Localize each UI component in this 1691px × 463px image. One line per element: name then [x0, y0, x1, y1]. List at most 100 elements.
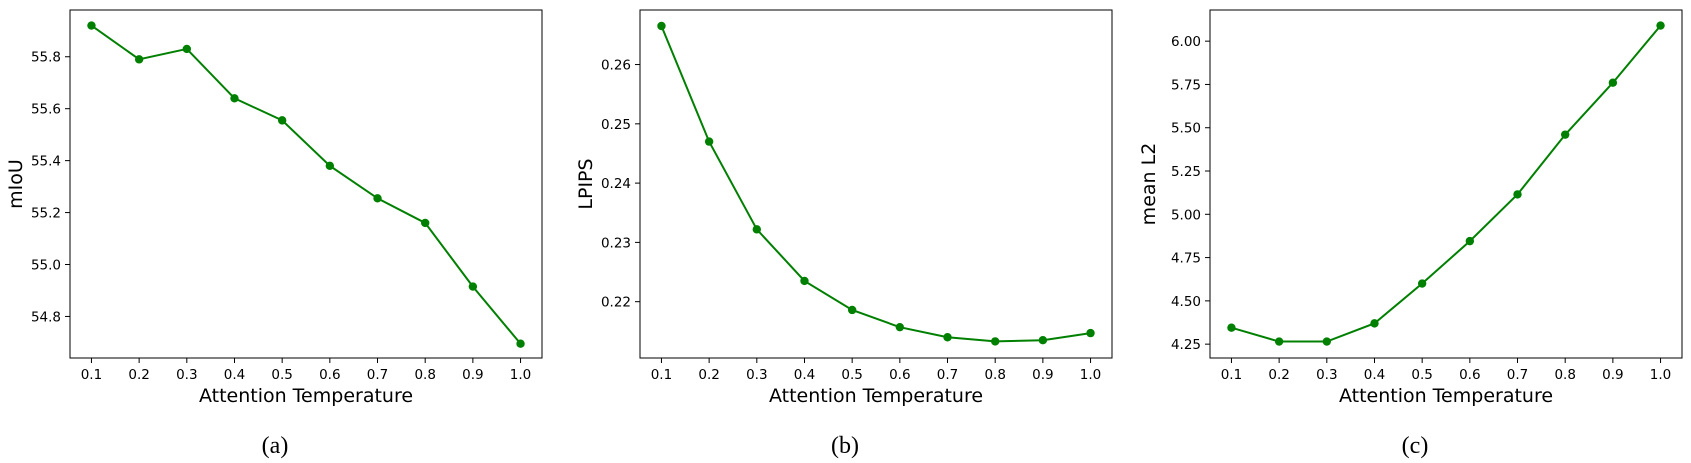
x-tick-label: 0.5	[841, 367, 862, 383]
x-tick-label: 0.5	[1411, 367, 1432, 383]
x-tick-label: 0.7	[1507, 367, 1528, 383]
x-tick-label: 0.8	[984, 367, 1005, 383]
panel-c-marks: 0.1 0.2 0.3 0.4 0.5 0.6 0.7 0.8 0.9 1.0 4.25 4.50 4.…	[1171, 21, 1671, 383]
data-point	[325, 161, 335, 171]
panel-c: 0.1 0.2 0.3 0.4 0.5 0.6 0.7 0.8 0.9 1.0 4.25 4.50 4.…	[1138, 9, 1683, 459]
x-tick-label: 0.9	[462, 367, 483, 383]
data-point	[230, 94, 239, 103]
y-tick-label: 4.50	[1171, 294, 1201, 310]
x-tick-label: 0.6	[889, 367, 910, 383]
panel-caption: (c)	[1402, 433, 1429, 459]
x-axis-label: Attention Temperature	[769, 385, 983, 407]
panel-caption: (a)	[262, 433, 289, 459]
data-point	[1038, 336, 1048, 345]
x-tick-label: 0.9	[1032, 367, 1053, 383]
x-tick-label: 0.2	[1268, 367, 1289, 383]
series-line	[660, 25, 1091, 343]
x-tick-label: 0.4	[224, 367, 245, 383]
data-point	[895, 322, 905, 332]
series-line	[1231, 24, 1662, 343]
x-tick-label: 0.2	[698, 367, 719, 383]
y-tick-label: 4.25	[1171, 337, 1201, 353]
y-tick-label: 0.25	[601, 117, 631, 133]
data-point	[1465, 236, 1475, 246]
data-point	[752, 225, 762, 234]
x-tick-label: 0.2	[128, 367, 149, 383]
data-point	[87, 21, 96, 30]
data-point	[800, 276, 809, 286]
x-axis-label: Attention Temperature	[1339, 385, 1553, 407]
y-tick-label: 55.4	[31, 154, 61, 170]
x-tick-label: 0.8	[1554, 367, 1575, 383]
x-tick-label: 0.1	[81, 367, 102, 383]
plot-frame	[639, 9, 1113, 359]
x-tick-label: 0.8	[414, 367, 435, 383]
y-tick-label: 0.26	[601, 58, 631, 74]
x-tick-label: 0.3	[1316, 367, 1337, 383]
panel-b-marks: 0.1 0.2 0.3 0.4 0.5 0.6 0.7 0.8 0.9 1.0 0.22 0.23 0.…	[601, 21, 1101, 383]
data-point	[1608, 78, 1618, 87]
panel-a: 0.1 0.2 0.3 0.4 0.5 0.6 0.7 0.8 0.9 1.0 54.8 55.0 55…	[5, 9, 543, 459]
y-tick-label: 5.00	[1171, 207, 1201, 223]
y-tick-label: 5.75	[1171, 77, 1201, 93]
x-tick-label: 0.1	[1221, 367, 1242, 383]
x-tick-label: 0.4	[794, 367, 815, 383]
data-point	[657, 21, 666, 31]
data-point	[1322, 337, 1332, 346]
data-point	[468, 282, 478, 291]
data-point	[182, 44, 192, 54]
x-tick-label: 1.0	[1080, 367, 1101, 383]
x-tick-label: 0.4	[1364, 367, 1385, 383]
data-point	[1417, 279, 1427, 288]
x-tick-label: 0.7	[367, 367, 388, 383]
data-point	[1370, 319, 1379, 328]
y-tick-label: 4.75	[1171, 251, 1201, 267]
x-tick-label: 1.0	[510, 367, 531, 383]
data-point	[516, 339, 525, 348]
y-tick-label: 54.8	[31, 309, 61, 325]
data-point	[277, 116, 287, 125]
y-tick-label: 0.22	[601, 295, 631, 311]
x-tick-label: 0.3	[746, 367, 767, 383]
y-tick-label: 55.2	[31, 206, 61, 222]
data-point	[1560, 130, 1570, 139]
data-point	[1656, 21, 1665, 30]
data-point	[1086, 328, 1095, 338]
y-tick-label: 5.25	[1171, 164, 1201, 180]
x-tick-label: 0.3	[176, 367, 197, 383]
x-tick-label: 0.6	[319, 367, 340, 383]
data-point	[1227, 323, 1236, 332]
series-line	[90, 24, 522, 345]
x-tick-label: 0.5	[271, 367, 292, 383]
data-point	[1274, 337, 1284, 346]
x-tick-label: 0.9	[1602, 367, 1623, 383]
data-point	[847, 305, 857, 315]
data-point	[373, 194, 382, 203]
x-tick-label: 0.7	[937, 367, 958, 383]
x-tick-label: 0.1	[651, 367, 672, 383]
x-tick-label: 0.6	[1459, 367, 1480, 383]
data-point	[943, 333, 952, 342]
data-point	[704, 137, 714, 146]
x-tick-label: 1.0	[1650, 367, 1671, 383]
y-tick-label: 0.23	[601, 235, 631, 251]
y-tick-label: 0.24	[601, 176, 631, 192]
y-axis-label: mIoU	[5, 159, 27, 209]
data-point	[990, 337, 1000, 346]
data-point	[420, 218, 430, 228]
y-tick-label: 55.0	[31, 258, 61, 274]
panel-a-marks: 0.1 0.2 0.3 0.4 0.5 0.6 0.7 0.8 0.9 1.0 54.8 55.0 55…	[31, 21, 531, 383]
y-tick-label: 6.00	[1171, 34, 1201, 50]
x-axis-label: Attention Temperature	[199, 385, 413, 407]
panel-caption: (b)	[831, 433, 859, 459]
plot-frame	[69, 9, 543, 359]
plot-frame	[1209, 9, 1683, 359]
y-tick-label: 55.8	[31, 50, 61, 66]
y-tick-label: 55.6	[31, 102, 61, 118]
data-point	[1513, 190, 1522, 199]
data-point	[134, 55, 144, 64]
panel-b: 0.1 0.2 0.3 0.4 0.5 0.6 0.7 0.8 0.9 1.0 0.22 0.23 0.…	[575, 9, 1113, 459]
y-tick-label: 5.50	[1171, 121, 1201, 137]
y-axis-label: LPIPS	[575, 158, 597, 209]
